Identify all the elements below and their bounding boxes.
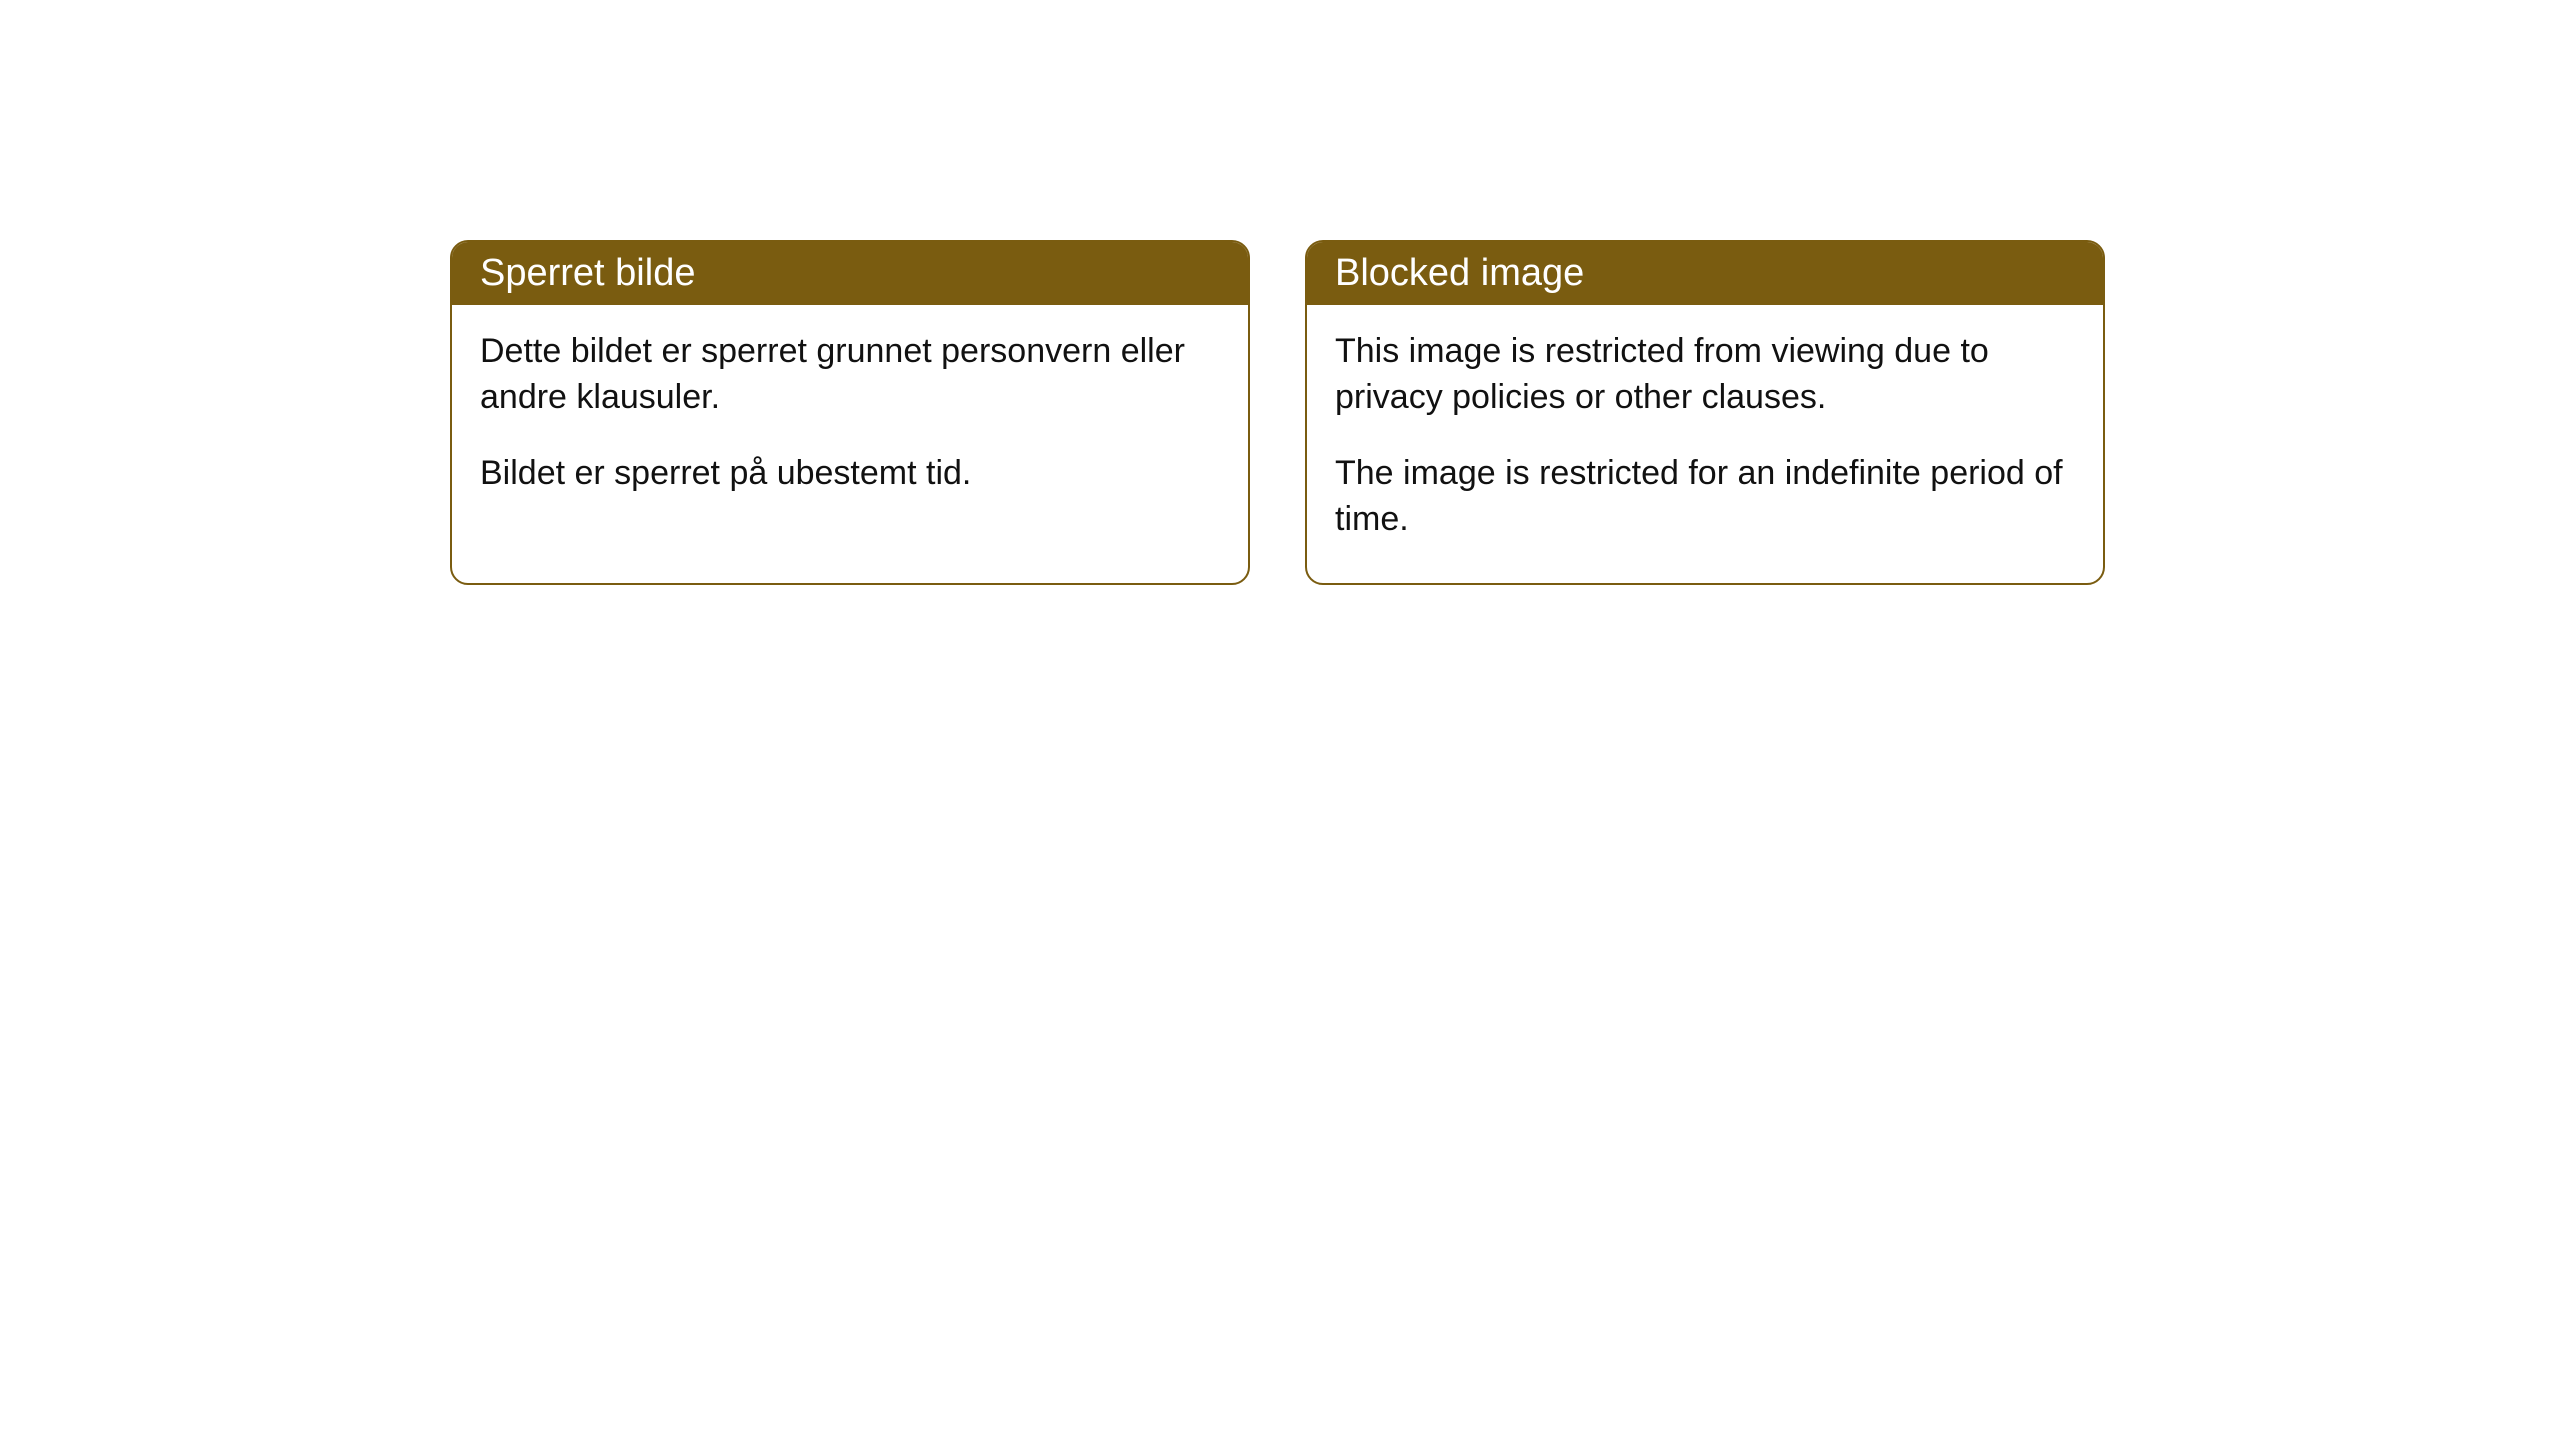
card-body-en: This image is restricted from viewing du…: [1307, 305, 2103, 583]
blocked-image-card-en: Blocked image This image is restricted f…: [1305, 240, 2105, 585]
blocked-image-card-no: Sperret bilde Dette bildet er sperret gr…: [450, 240, 1250, 585]
card-body-no: Dette bildet er sperret grunnet personve…: [452, 305, 1248, 537]
card-paragraph-en-1: This image is restricted from viewing du…: [1335, 329, 2075, 421]
card-header-no: Sperret bilde: [452, 242, 1248, 305]
card-paragraph-no-2: Bildet er sperret på ubestemt tid.: [480, 451, 1220, 497]
notice-cards-container: Sperret bilde Dette bildet er sperret gr…: [450, 240, 2105, 585]
card-header-en: Blocked image: [1307, 242, 2103, 305]
card-paragraph-en-2: The image is restricted for an indefinit…: [1335, 451, 2075, 543]
card-paragraph-no-1: Dette bildet er sperret grunnet personve…: [480, 329, 1220, 421]
